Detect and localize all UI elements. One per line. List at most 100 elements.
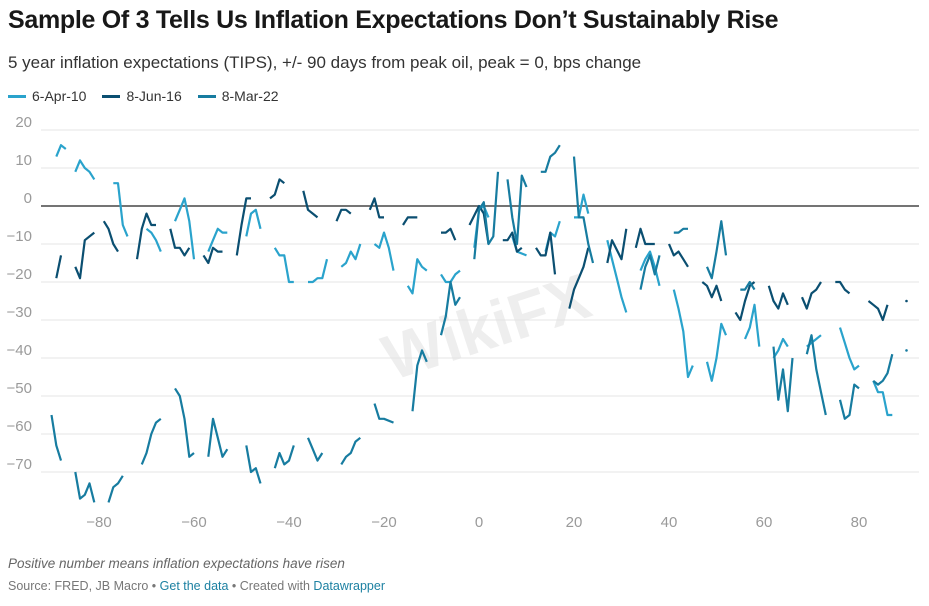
series-line-segment: [772, 337, 789, 359]
series-line-segment: [540, 144, 561, 173]
series-line-segment: [743, 303, 761, 347]
created-with-text: • Created with: [228, 579, 314, 593]
series-line-segment: [872, 353, 894, 386]
series-line-segment: [207, 417, 229, 458]
series-line-segment: [50, 414, 63, 461]
series-line-segment: [74, 231, 95, 280]
x-tick-label: 60: [756, 514, 773, 531]
chart-note: Positive number means inflation expectat…: [8, 556, 345, 571]
legend-swatch: [197, 94, 216, 98]
series-line-segment: [535, 231, 557, 275]
series-line-segment: [373, 231, 395, 271]
x-tick-label: 40: [661, 514, 678, 531]
series-line-segment: [502, 231, 523, 253]
series-line-segment: [102, 220, 119, 253]
chart-subtitle: 5 year inflation expectations (TIPS), +/…: [8, 53, 642, 72]
data-point: [905, 299, 908, 303]
series-line-segment: [872, 380, 893, 417]
x-axis: −80 −60 −40 −20 0 20 40 60 80: [86, 514, 867, 531]
datawrapper-link[interactable]: Datawrapper: [313, 579, 385, 593]
series-line-segment: [572, 156, 595, 264]
legend: 6-Apr-10 8-Jun-16 8-Mar-22: [8, 88, 279, 104]
series-line-segment: [639, 254, 661, 290]
y-tick-label: −20: [7, 266, 32, 283]
series-line-segment: [441, 227, 457, 241]
source-text: Source: FRED, JB Macro •: [8, 579, 160, 593]
series-line-segment: [74, 471, 96, 503]
series-line-segment: [411, 349, 428, 412]
get-data-link[interactable]: Get the data: [159, 579, 229, 593]
y-tick-label: −40: [7, 342, 32, 359]
series-line-segment: [340, 436, 361, 465]
series-6-Apr-10: [55, 144, 893, 417]
series-line-segment: [245, 445, 262, 484]
y-tick-label: 10: [15, 152, 32, 169]
x-tick-label: −20: [371, 514, 396, 531]
series-line-segment: [606, 228, 628, 264]
series-line-segment: [308, 258, 329, 284]
series-line-segment: [835, 280, 851, 295]
x-tick-label: −60: [181, 514, 206, 531]
series-line-segment: [269, 178, 285, 200]
y-tick-label: −10: [7, 228, 32, 245]
series-line-segment: [439, 280, 461, 336]
series-line-segment: [74, 159, 96, 180]
series-line-segment: [701, 281, 723, 302]
series-line-segment: [574, 193, 590, 219]
y-axis: 20 10 0 −10 −20 −30 −40 −50 −60 −70: [7, 114, 32, 473]
legend-swatch: [102, 94, 121, 98]
series-line-segment: [805, 334, 827, 416]
series-line-segment: [800, 281, 822, 310]
y-tick-label: −50: [7, 380, 32, 397]
series-line-segment: [335, 208, 352, 222]
x-tick-label: 0: [475, 514, 483, 531]
chart-title: Sample Of 3 Tells Us Inflation Expectati…: [8, 6, 779, 34]
series-line-segment: [705, 220, 728, 280]
series-line-segment: [838, 327, 860, 371]
series-line-segment: [767, 285, 789, 310]
legend-label: 8-Jun-16: [126, 88, 182, 104]
series-line-segment: [302, 190, 319, 219]
legend-label: 6-Apr-10: [32, 88, 87, 104]
series-line-segment: [245, 208, 262, 237]
series-line-segment: [373, 403, 394, 424]
legend-item-1: 8-Jun-16: [102, 88, 182, 104]
series-line-segment: [406, 258, 428, 295]
series-line-segment: [107, 475, 124, 503]
series-lines: [50, 144, 908, 503]
series-line-segment: [402, 216, 418, 226]
series-line-segment: [135, 212, 156, 260]
series-line-segment: [340, 243, 362, 268]
series-line-segment: [867, 300, 889, 322]
series-line-segment: [838, 383, 860, 420]
series-line-segment: [568, 247, 590, 309]
series-line-segment: [672, 289, 694, 379]
series-line-segment: [639, 250, 661, 287]
series-line-segment: [306, 437, 324, 462]
y-tick-label: 20: [15, 114, 32, 131]
series-line-segment: [667, 243, 689, 268]
series-line-segment: [174, 387, 195, 458]
data-point: [905, 349, 908, 352]
y-tick-label: 0: [24, 190, 32, 207]
source-line: Source: FRED, JB Macro • Get the data • …: [8, 579, 385, 593]
series-line-segment: [145, 227, 162, 253]
series-line-segment: [140, 417, 162, 465]
series-line-segment: [273, 445, 295, 469]
legend-item-2: 8-Mar-22: [197, 88, 279, 104]
legend-item-0: 6-Apr-10: [8, 88, 86, 104]
y-tick-label: −70: [7, 456, 32, 473]
series-line-segment: [235, 197, 251, 256]
x-tick-label: 80: [851, 514, 868, 531]
gridlines: [41, 129, 919, 473]
series-line-segment: [55, 144, 67, 158]
series-line-segment: [273, 247, 294, 284]
series-line-segment: [772, 346, 794, 413]
x-tick-label: −80: [86, 514, 111, 531]
series-line-segment: [368, 197, 384, 219]
series-line-segment: [634, 227, 655, 249]
series-line-segment: [440, 269, 461, 284]
legend-label: 8-Mar-22: [221, 88, 279, 104]
series-8-Jun-16: [55, 178, 908, 322]
series-line-segment: [202, 246, 223, 265]
